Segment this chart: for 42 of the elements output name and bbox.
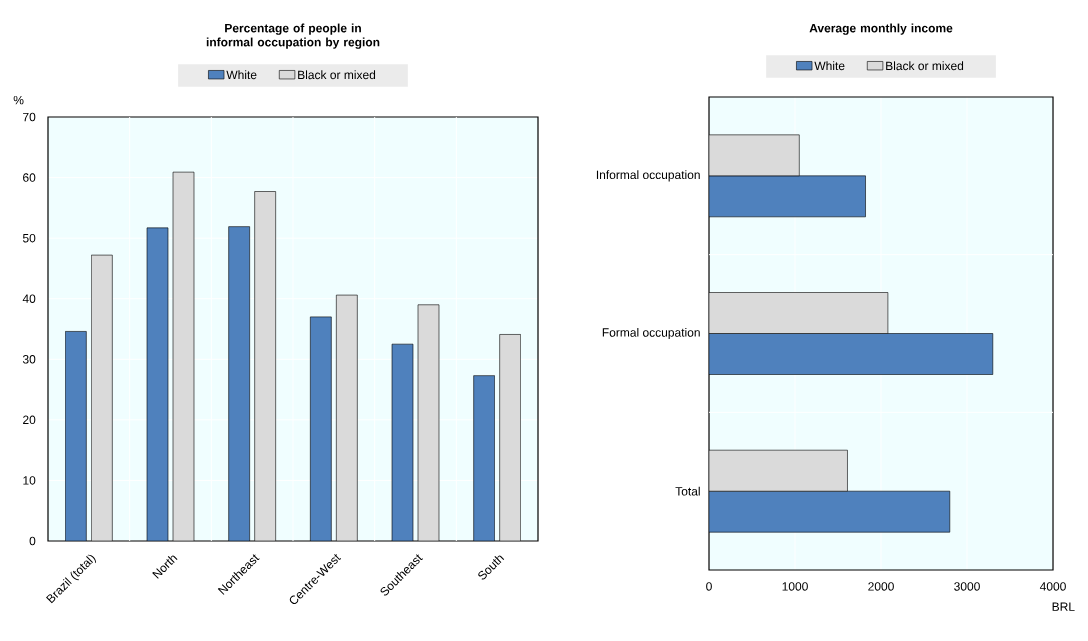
bar — [65, 331, 87, 541]
legend-label: White — [814, 61, 845, 71]
bar — [709, 333, 994, 375]
legend-label: White — [226, 70, 257, 80]
legend-label: Black or mixed — [886, 61, 964, 71]
y-tick-label: 20 — [23, 415, 36, 425]
bar — [499, 334, 521, 541]
bar — [310, 316, 332, 541]
bar — [391, 343, 414, 541]
x-tick-label: 3000 — [954, 582, 980, 591]
y-tick-label: 30 — [22, 355, 36, 364]
bar — [336, 294, 358, 541]
y-axis-title: % — [13, 95, 24, 105]
bar — [228, 226, 250, 541]
y-tick-label: Informal occupation — [596, 170, 700, 182]
bar — [709, 449, 848, 492]
chart-title: Average monthly income — [809, 23, 953, 35]
bar — [473, 375, 495, 541]
legend-label: Black or mixed — [298, 70, 376, 80]
bar — [91, 254, 113, 541]
bar — [709, 134, 800, 177]
x-axis-title: BRL — [1052, 602, 1075, 611]
x-tick-label: 4000 — [1039, 582, 1066, 591]
x-tick-label: 2000 — [868, 582, 894, 591]
y-tick-label: 40 — [22, 294, 36, 303]
x-tick-label: 1000 — [782, 582, 808, 591]
bar — [172, 171, 195, 541]
bar — [709, 490, 951, 533]
chart-title: Percentage of people in informal occupation by region — [206, 23, 380, 49]
y-tick-label: Formal occupation — [602, 327, 700, 340]
bar — [146, 227, 169, 541]
y-tick-label: 50 — [22, 233, 36, 243]
y-tick-label: 70 — [23, 112, 36, 122]
x-tick-label: 0 — [706, 582, 712, 591]
y-tick-label: Total — [675, 486, 700, 496]
bar — [709, 292, 889, 334]
bar — [709, 175, 866, 218]
y-tick-label: 0 — [29, 536, 36, 546]
y-tick-label: 60 — [23, 173, 36, 182]
bar — [417, 304, 440, 541]
bar — [254, 191, 276, 541]
y-tick-label: 10 — [23, 476, 36, 485]
